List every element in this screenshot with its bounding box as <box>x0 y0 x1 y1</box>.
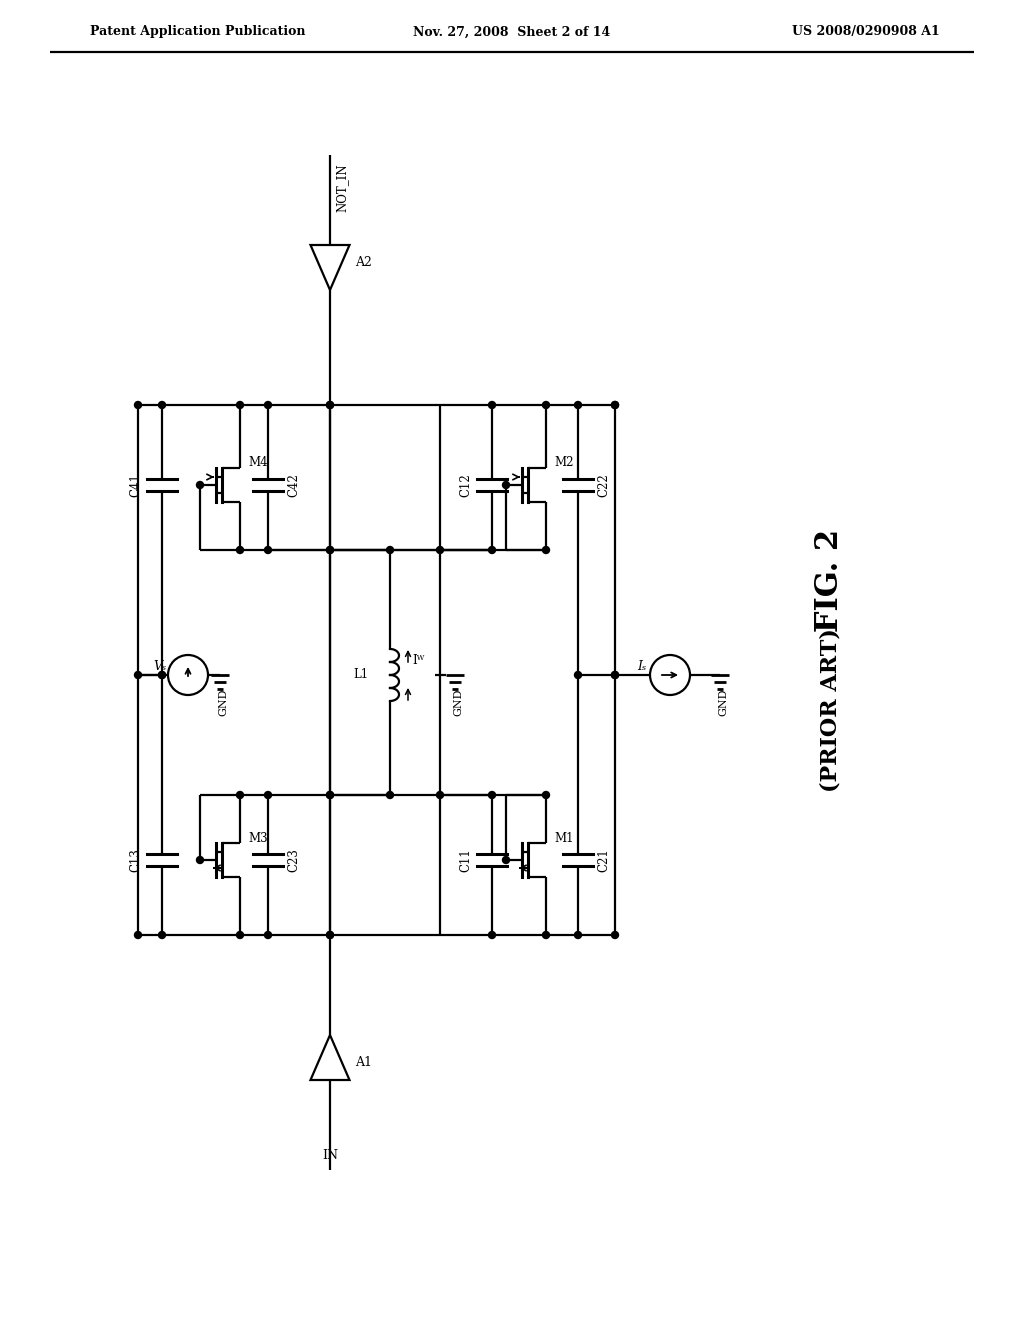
Circle shape <box>134 672 141 678</box>
Circle shape <box>436 546 443 553</box>
Circle shape <box>611 932 618 939</box>
Text: Patent Application Publication: Patent Application Publication <box>90 25 305 38</box>
Circle shape <box>543 401 550 408</box>
Circle shape <box>327 932 334 939</box>
Circle shape <box>543 546 550 553</box>
Circle shape <box>159 401 166 408</box>
Text: Iₛ: Iₛ <box>637 660 646 673</box>
Text: C23: C23 <box>288 847 300 873</box>
Circle shape <box>237 401 244 408</box>
Text: (PRIOR ART): (PRIOR ART) <box>819 628 841 792</box>
Circle shape <box>503 482 510 488</box>
Circle shape <box>134 401 141 408</box>
Circle shape <box>436 792 443 799</box>
Text: C42: C42 <box>288 473 300 496</box>
Circle shape <box>327 401 334 408</box>
Text: C21: C21 <box>597 849 610 873</box>
Text: GND: GND <box>218 688 228 715</box>
Circle shape <box>159 932 166 939</box>
Circle shape <box>488 932 496 939</box>
Circle shape <box>264 792 271 799</box>
Text: Vₛ: Vₛ <box>154 660 167 673</box>
Text: FIG. 2: FIG. 2 <box>814 528 846 631</box>
Circle shape <box>611 401 618 408</box>
Text: C22: C22 <box>597 473 610 496</box>
Circle shape <box>327 401 334 408</box>
Circle shape <box>237 932 244 939</box>
Circle shape <box>488 792 496 799</box>
Text: US 2008/0290908 A1: US 2008/0290908 A1 <box>793 25 940 38</box>
Circle shape <box>574 672 582 678</box>
Circle shape <box>543 932 550 939</box>
Circle shape <box>543 792 550 799</box>
Circle shape <box>264 932 271 939</box>
Circle shape <box>386 792 393 799</box>
Circle shape <box>197 857 204 863</box>
Circle shape <box>264 401 271 408</box>
Circle shape <box>327 792 334 799</box>
Text: L1: L1 <box>353 668 368 681</box>
Circle shape <box>327 546 334 553</box>
Circle shape <box>134 932 141 939</box>
Circle shape <box>611 672 618 678</box>
Text: IN: IN <box>322 1148 338 1162</box>
Text: A2: A2 <box>355 256 373 269</box>
Text: M3: M3 <box>248 832 267 845</box>
Text: GND: GND <box>453 688 463 715</box>
Text: M2: M2 <box>554 457 573 470</box>
Circle shape <box>327 792 334 799</box>
Text: Iᵂ: Iᵂ <box>412 655 424 668</box>
Circle shape <box>488 401 496 408</box>
Circle shape <box>574 932 582 939</box>
Circle shape <box>503 857 510 863</box>
Text: GND: GND <box>718 688 728 715</box>
Circle shape <box>386 546 393 553</box>
Circle shape <box>237 792 244 799</box>
Circle shape <box>611 401 618 408</box>
Circle shape <box>488 546 496 553</box>
Text: C12: C12 <box>460 473 472 496</box>
Circle shape <box>574 401 582 408</box>
Text: C13: C13 <box>129 847 142 873</box>
Circle shape <box>159 672 166 678</box>
Circle shape <box>264 546 271 553</box>
Text: Nov. 27, 2008  Sheet 2 of 14: Nov. 27, 2008 Sheet 2 of 14 <box>414 25 610 38</box>
Text: M4: M4 <box>248 457 267 470</box>
Circle shape <box>327 932 334 939</box>
Text: M1: M1 <box>554 832 573 845</box>
Circle shape <box>197 482 204 488</box>
Text: C11: C11 <box>460 849 472 873</box>
Circle shape <box>611 672 618 678</box>
Text: A1: A1 <box>355 1056 373 1068</box>
Circle shape <box>237 546 244 553</box>
Circle shape <box>159 672 166 678</box>
Circle shape <box>327 546 334 553</box>
Text: C41: C41 <box>129 473 142 496</box>
Text: NOT_IN: NOT_IN <box>336 162 349 211</box>
